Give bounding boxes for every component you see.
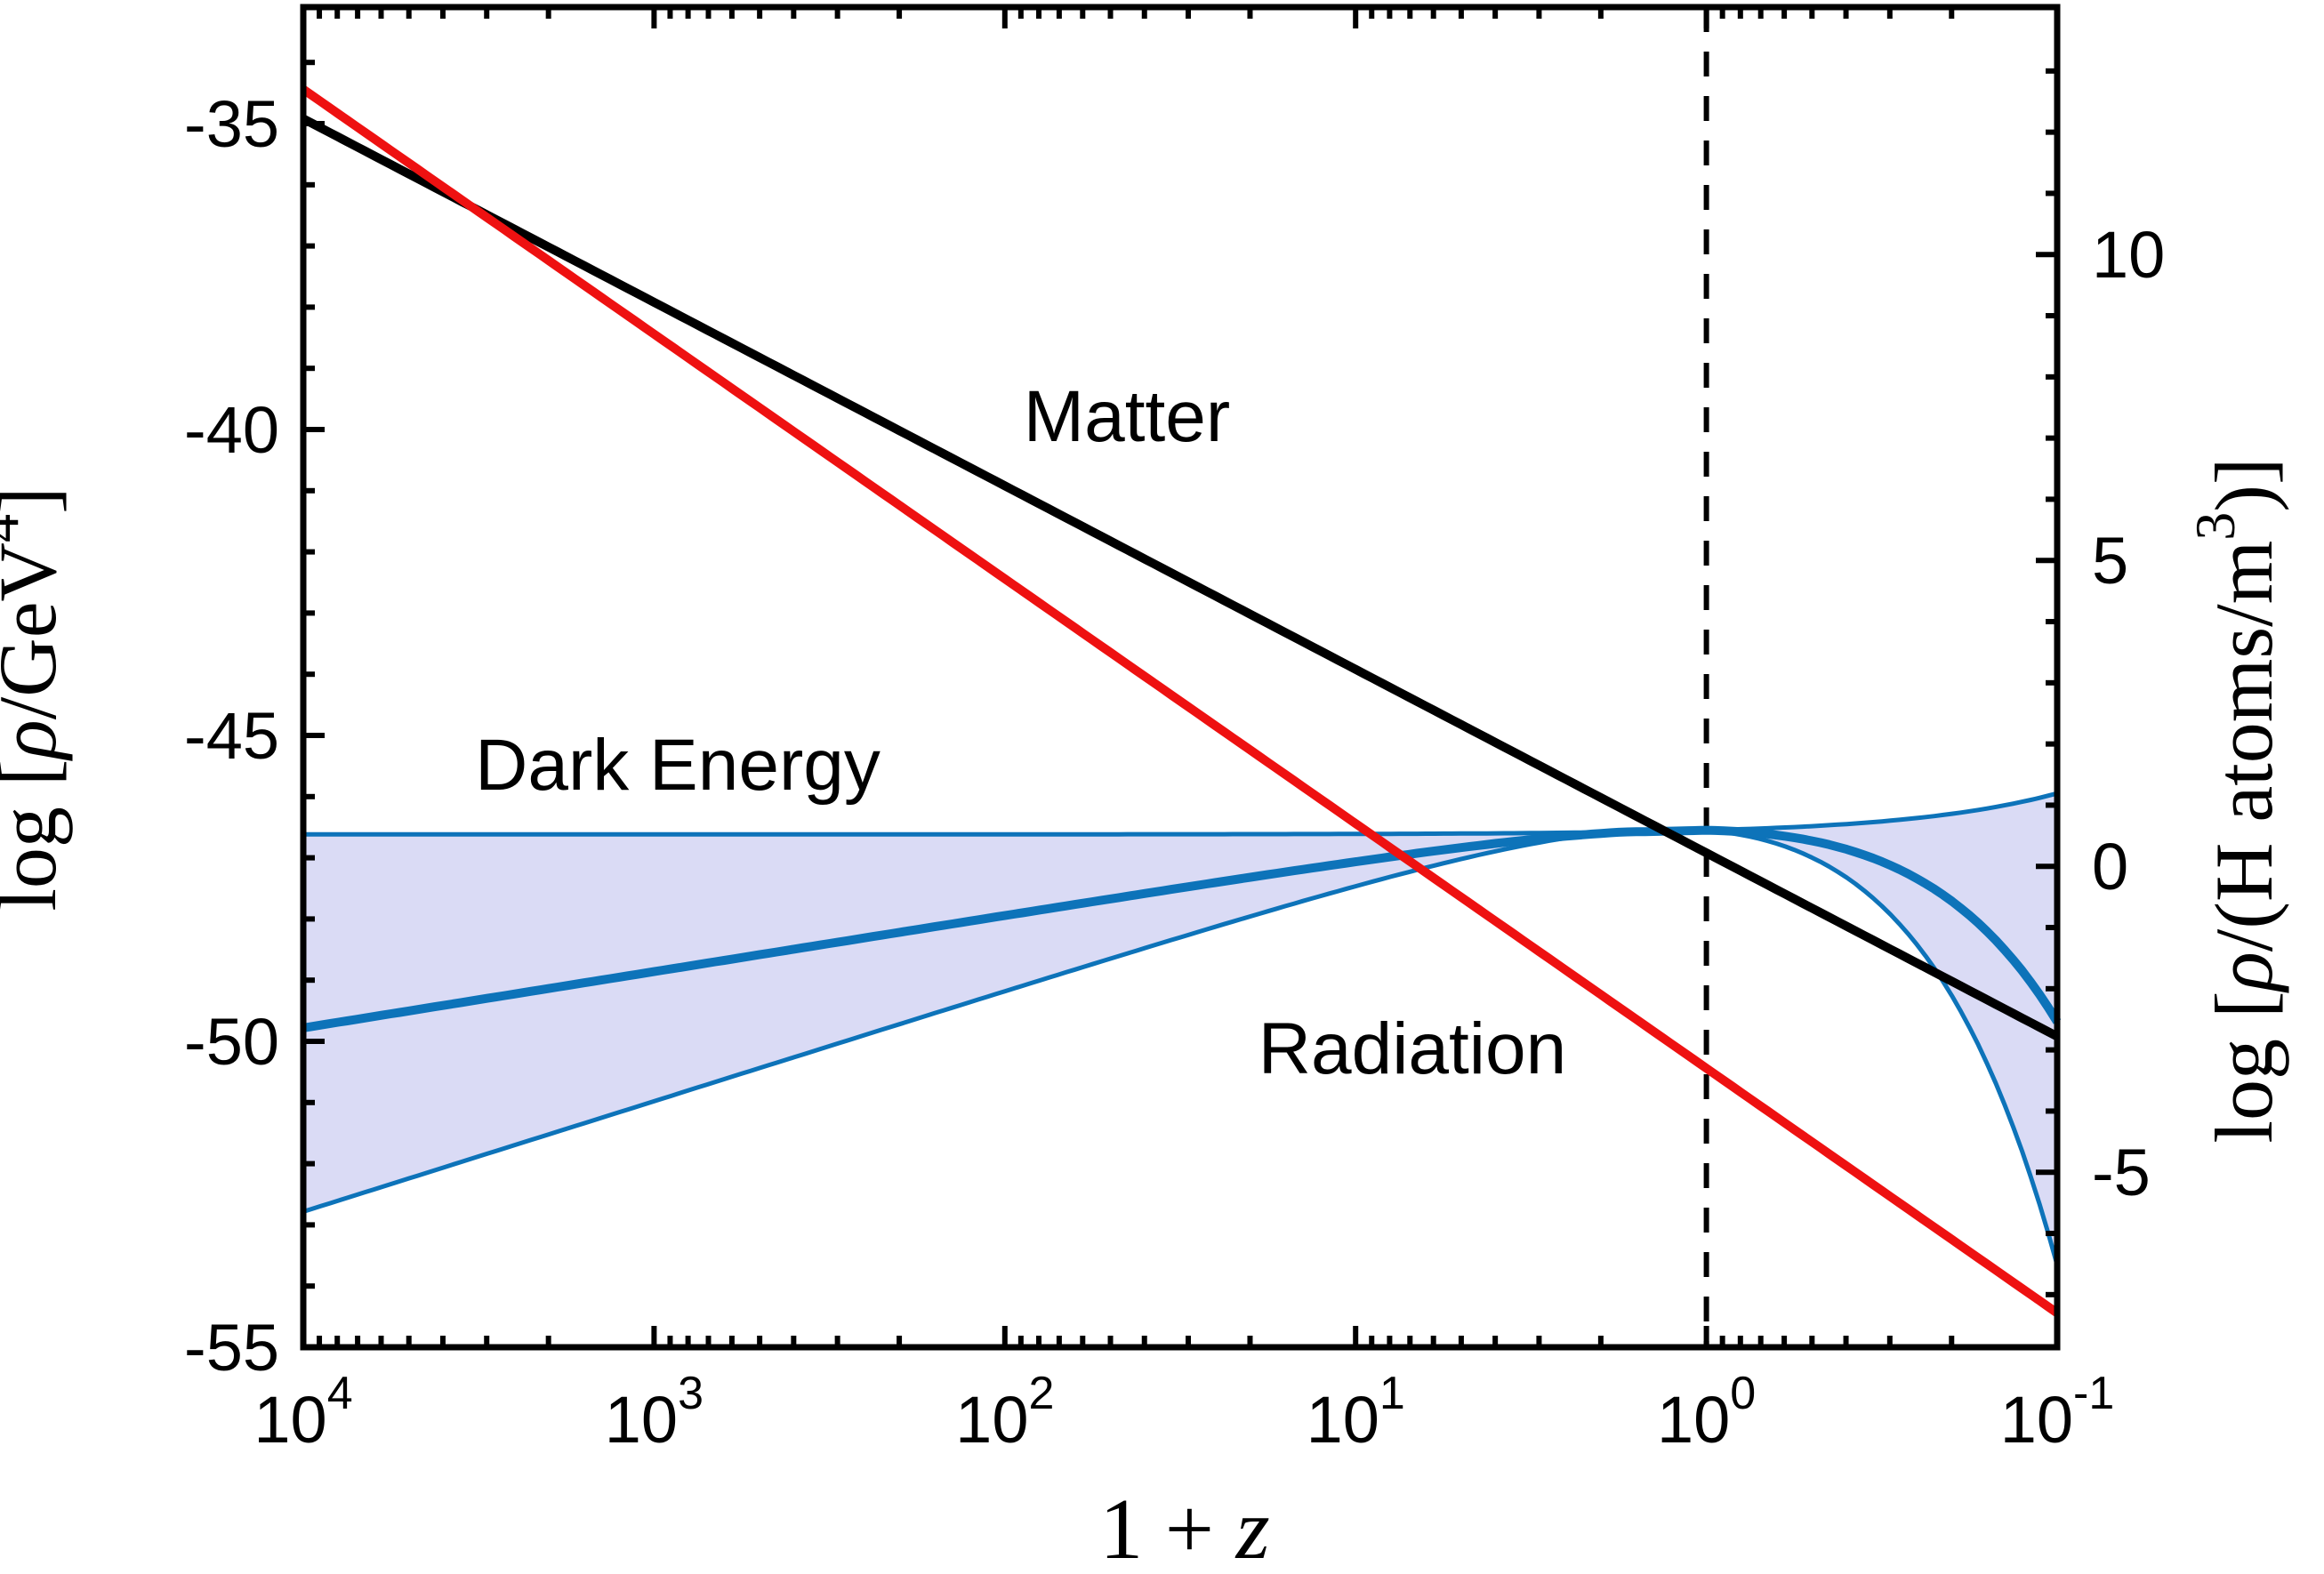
radiation-line [301,85,2060,1317]
x-tick-label: 104 [253,1368,352,1457]
x-axis-ticks-top [301,7,2060,28]
x-tick-label: 101 [1307,1368,1405,1457]
x-tick-label: 100 [1657,1368,1756,1457]
matter-label: Matter [1024,376,1230,457]
y-left-tick-label: -50 [184,1005,279,1079]
dark-energy-band [303,793,2057,1265]
y-axis-ticks-left [303,60,325,1350]
matter-line [301,115,2060,1040]
y-right-tick-label: 5 [2092,524,2128,598]
plot-frame [300,4,2061,1351]
x-axis-ticks-bottom [301,1326,2060,1347]
radiation-label: Radiation [1258,1008,1566,1089]
y-right-tick-label: -5 [2092,1136,2151,1209]
y-left-tick-label: -40 [184,393,279,467]
x-tick-label: 10-1 [2000,1368,2115,1457]
x-tick-label: 103 [605,1368,704,1457]
y-left-tick-label: -55 [184,1311,279,1385]
y-right-tick-label: 10 [2092,218,2165,292]
y-left-tick-label: -35 [184,87,279,161]
y-right-tick-label: 0 [2092,830,2128,903]
y-left-tick-label: -45 [184,699,279,773]
dark-energy-mid-line [302,825,2062,1032]
y-axis-left-title: log [ρ/GeV4] [0,486,73,911]
dark-energy-lower-edge-line [302,828,2060,1266]
y-axis-right-title: log [ρ/(H atoms/m3)] [2183,457,2289,1143]
dark-energy-upper-edge-line [303,791,2058,837]
y-axis-ticks-right [2036,68,2057,1297]
dark-energy-mid-label: Dark Energy [475,725,881,806]
x-tick-label: 102 [955,1368,1054,1457]
x-axis-title: 1 + z [1099,1482,1269,1574]
